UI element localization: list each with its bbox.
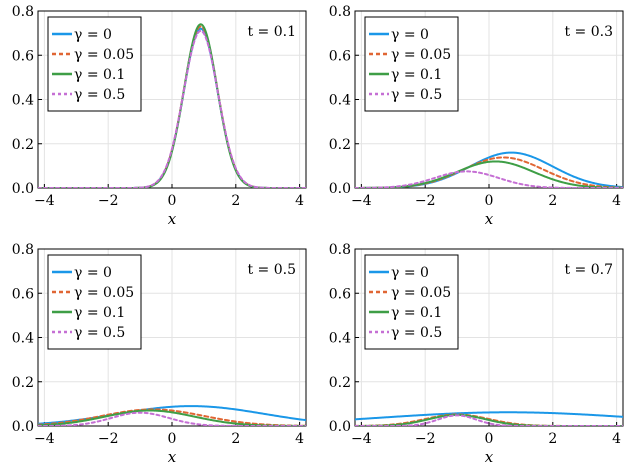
y-tick-label: 0.6 bbox=[12, 286, 34, 302]
series-line-gamma-3 bbox=[38, 29, 306, 188]
y-tick-label: 0.8 bbox=[12, 242, 34, 258]
x-tick-label: −2 bbox=[98, 431, 119, 447]
y-tick-label: 0.2 bbox=[12, 375, 34, 391]
legend-entry: γ = 0.1 bbox=[391, 67, 442, 83]
legend-entry: γ = 0 bbox=[74, 265, 112, 281]
legend-box bbox=[364, 16, 459, 112]
legend: γ = 0 γ = 0.05 γ = 0.1 γ = 0.5 bbox=[364, 254, 459, 350]
x-axis-label: x bbox=[168, 210, 177, 228]
y-tick-label: 0.2 bbox=[329, 137, 351, 153]
legend-box bbox=[47, 254, 142, 350]
x-tick-label: −4 bbox=[351, 431, 372, 447]
legend-entry: γ = 0.5 bbox=[74, 325, 125, 341]
series-line-gamma-1 bbox=[38, 408, 306, 426]
curves bbox=[355, 151, 623, 188]
series-line-gamma-2 bbox=[355, 413, 623, 426]
legend-entry: γ = 0 bbox=[391, 265, 429, 281]
y-tick-label: 0.0 bbox=[12, 181, 34, 197]
x-tick-label: −4 bbox=[34, 193, 55, 209]
legend-entry: γ = 0.05 bbox=[74, 47, 134, 63]
legend-entry: γ = 0.1 bbox=[74, 305, 125, 321]
x-tick-label: 2 bbox=[231, 193, 240, 209]
x-tick-label: 0 bbox=[168, 431, 177, 447]
x-tick-label: 4 bbox=[612, 431, 621, 447]
legend-entry: γ = 0.05 bbox=[74, 285, 134, 301]
series-line-gamma-3 bbox=[38, 411, 306, 426]
series-line-gamma-2 bbox=[38, 409, 306, 426]
x-tick-label: 4 bbox=[612, 193, 621, 209]
y-tick-label: 0.2 bbox=[329, 375, 351, 391]
x-tick-label: 0 bbox=[168, 193, 177, 209]
y-tick-label: 0.0 bbox=[12, 419, 34, 435]
x-tick-label: 2 bbox=[548, 193, 557, 209]
series-line-gamma-3 bbox=[355, 170, 623, 188]
y-tick-label: 0.8 bbox=[329, 4, 351, 20]
legend-entry: γ = 0.1 bbox=[74, 67, 125, 83]
x-tick-label: 4 bbox=[295, 431, 304, 447]
panel-t-0_7: −4 −2 0 2 40.00.20.40.60.8xγ = 0γ = 0.05γ = … bbox=[329, 242, 624, 466]
time-annotation: t = 0.7 bbox=[564, 262, 613, 278]
panel-t-0_3: −4 −2 0 2 40.00.20.40.60.8xγ = 0γ = 0.05γ = … bbox=[329, 4, 624, 228]
curves bbox=[38, 405, 306, 426]
x-tick-label: 2 bbox=[548, 431, 557, 447]
x-tick-label: 0 bbox=[485, 193, 494, 209]
y-tick-label: 0.8 bbox=[12, 4, 34, 20]
legend-entry: γ = 0.05 bbox=[391, 285, 451, 301]
time-annotation: t = 0.1 bbox=[247, 24, 296, 40]
y-tick-label: 0.4 bbox=[329, 331, 351, 347]
y-tick-label: 0.0 bbox=[329, 419, 351, 435]
x-tick-label: −2 bbox=[98, 193, 119, 209]
x-axis-label: x bbox=[485, 210, 494, 228]
legend-box bbox=[47, 16, 142, 112]
y-tick-label: 0.2 bbox=[12, 137, 34, 153]
y-tick-label: 0.6 bbox=[329, 286, 351, 302]
y-tick-label: 0.4 bbox=[12, 331, 34, 347]
legend-entry: γ = 0.5 bbox=[74, 87, 125, 103]
series-line-gamma-0 bbox=[355, 411, 623, 421]
series-line-gamma-3 bbox=[355, 414, 623, 426]
x-tick-label: −4 bbox=[351, 193, 372, 209]
curves bbox=[355, 411, 623, 426]
legend: γ = 0 γ = 0.05 γ = 0.1 γ = 0.5 bbox=[47, 16, 142, 112]
y-tick-label: 0.4 bbox=[329, 93, 351, 109]
y-tick-label: 0.6 bbox=[12, 48, 34, 64]
x-tick-label: −2 bbox=[415, 431, 436, 447]
x-tick-label: 4 bbox=[295, 193, 304, 209]
y-tick-label: 0.4 bbox=[12, 93, 34, 109]
legend-entry: γ = 0.5 bbox=[391, 325, 442, 341]
y-tick-label: 0.8 bbox=[329, 242, 351, 258]
x-tick-label: −2 bbox=[415, 193, 436, 209]
legend: γ = 0 γ = 0.05 γ = 0.1 γ = 0.5 bbox=[364, 16, 459, 112]
y-tick-label: 0.6 bbox=[329, 48, 351, 64]
legend: γ = 0 γ = 0.05 γ = 0.1 γ = 0.5 bbox=[47, 254, 142, 350]
time-annotation: t = 0.3 bbox=[564, 24, 613, 40]
x-tick-label: 2 bbox=[231, 431, 240, 447]
legend-entry: γ = 0.5 bbox=[391, 87, 442, 103]
x-tick-label: −4 bbox=[34, 431, 55, 447]
legend-entry: γ = 0.05 bbox=[391, 47, 451, 63]
panel-t-0_1: −4 −2 0 2 40.00.20.40.60.8xγ = 0γ = 0.05γ = … bbox=[12, 4, 307, 228]
x-axis-label: x bbox=[168, 448, 177, 466]
legend-box bbox=[364, 254, 459, 350]
x-axis-label: x bbox=[485, 448, 494, 466]
legend-entry: γ = 0 bbox=[74, 27, 112, 43]
panel-t-0_5: −4 −2 0 2 40.00.20.40.60.8xγ = 0γ = 0.05γ = … bbox=[12, 242, 307, 466]
curves bbox=[38, 23, 306, 188]
legend-entry: γ = 0.1 bbox=[391, 305, 442, 321]
legend-entry: γ = 0 bbox=[391, 27, 429, 43]
x-tick-label: 0 bbox=[485, 431, 494, 447]
y-tick-label: 0.0 bbox=[329, 181, 351, 197]
time-annotation: t = 0.5 bbox=[247, 262, 296, 278]
